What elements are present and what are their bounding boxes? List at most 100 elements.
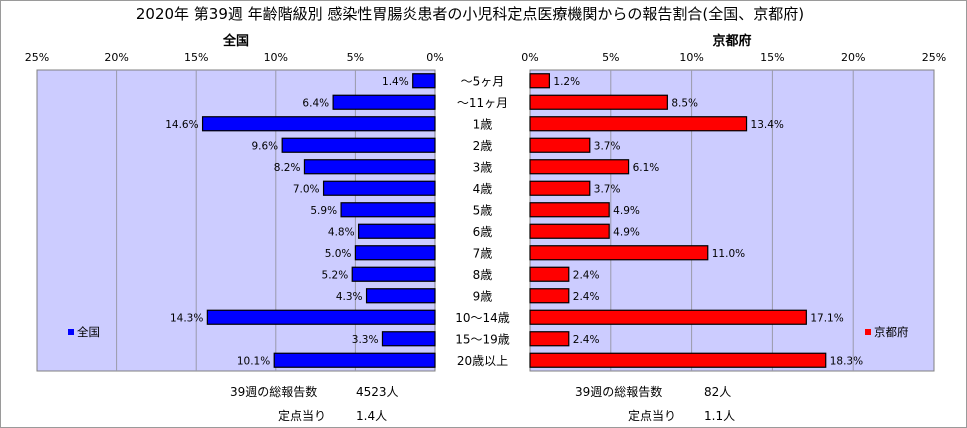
kyoto-legend-label: 京都府 xyxy=(874,325,909,339)
kyoto-bar xyxy=(529,94,668,110)
national-data-label: 14.6% xyxy=(165,119,198,131)
category-label: 6歳 xyxy=(473,225,493,239)
kyoto-bar xyxy=(529,352,827,368)
category-label: 1歳 xyxy=(473,117,493,131)
category-label: 10～14歳 xyxy=(455,311,510,325)
kyoto-data-label: 2.4% xyxy=(573,334,600,346)
national-bar xyxy=(412,73,436,89)
kyoto-data-label: 2.4% xyxy=(573,291,600,303)
national-data-label: 9.6% xyxy=(251,140,278,152)
kyoto-data-label: 13.4% xyxy=(751,119,784,131)
kyoto-data-label: 1.2% xyxy=(553,76,580,88)
national-tick-label: 0% xyxy=(426,51,443,64)
kyoto-bar xyxy=(529,331,570,347)
kyoto-data-label: 3.7% xyxy=(594,140,621,152)
kyoto-tick-label: 25% xyxy=(922,51,946,64)
national-data-label: 5.9% xyxy=(310,205,337,217)
kyoto-per-label: 定点当り xyxy=(628,409,677,423)
national-data-label: 6.4% xyxy=(302,97,329,109)
kyoto-data-label: 18.3% xyxy=(830,355,863,367)
kyoto-data-label: 4.9% xyxy=(613,205,640,217)
national-bar xyxy=(281,137,436,153)
national-bar xyxy=(273,352,436,368)
kyoto-data-label: 11.0% xyxy=(712,248,745,260)
national-bar xyxy=(357,223,436,239)
national-legend-swatch xyxy=(68,329,74,335)
kyoto-bar xyxy=(529,180,591,196)
national-bar xyxy=(322,180,436,196)
national-data-label: 7.0% xyxy=(293,183,320,195)
kyoto-total-value: 82人 xyxy=(704,385,732,399)
national-total-value: 4523人 xyxy=(356,385,399,399)
category-label: 2歳 xyxy=(473,139,493,153)
kyoto-tick-label: 10% xyxy=(679,51,703,64)
national-data-label: 10.1% xyxy=(237,355,270,367)
kyoto-bar xyxy=(529,266,570,282)
category-label: 9歳 xyxy=(473,289,493,303)
kyoto-data-label: 6.1% xyxy=(633,162,660,174)
national-data-label: 14.3% xyxy=(170,312,203,324)
national-legend: 全国 xyxy=(68,324,100,340)
kyoto-tick-label: 20% xyxy=(841,51,865,64)
national-legend-label: 全国 xyxy=(77,325,100,339)
national-bar xyxy=(206,309,436,325)
kyoto-data-label: 3.7% xyxy=(594,183,621,195)
national-bar xyxy=(381,331,436,347)
category-label: 3歳 xyxy=(473,160,493,174)
kyoto-bar xyxy=(529,137,591,153)
kyoto-tick-label: 5% xyxy=(602,51,619,64)
national-bar xyxy=(332,94,436,110)
kyoto-legend-swatch xyxy=(865,329,871,335)
national-tick-label: 25% xyxy=(25,51,49,64)
national-panel-title: 全国 xyxy=(222,34,249,49)
national-tick-label: 15% xyxy=(184,51,208,64)
national-data-label: 3.3% xyxy=(352,334,379,346)
chart-title: 2020年 第39週 年齢階級別 感染性胃腸炎患者の小児科定点医療機関からの報告… xyxy=(135,5,805,23)
category-label: 20歳以上 xyxy=(457,354,508,368)
kyoto-bar xyxy=(529,288,570,304)
kyoto-bar xyxy=(529,202,610,218)
category-label: 5歳 xyxy=(473,203,493,217)
national-bar xyxy=(201,116,436,132)
kyoto-bar xyxy=(529,245,709,261)
kyoto-bar xyxy=(529,309,807,325)
kyoto-tick-label: 15% xyxy=(760,51,784,64)
national-bar xyxy=(365,288,436,304)
national-data-label: 5.0% xyxy=(325,248,352,260)
kyoto-data-label: 8.5% xyxy=(671,97,698,109)
kyoto-bar xyxy=(529,116,748,132)
kyoto-data-label: 17.1% xyxy=(810,312,843,324)
kyoto-data-label: 4.9% xyxy=(613,226,640,238)
national-data-label: 4.3% xyxy=(336,291,363,303)
kyoto-total-label: 39週の総報告数 xyxy=(575,385,663,399)
kyoto-bar xyxy=(529,159,630,175)
national-data-label: 5.2% xyxy=(322,269,349,281)
national-tick-label: 20% xyxy=(104,51,128,64)
national-bar xyxy=(354,245,436,261)
category-label: 8歳 xyxy=(473,268,493,282)
kyoto-per-value: 1.1人 xyxy=(704,409,736,423)
category-label: 7歳 xyxy=(473,246,493,260)
national-data-label: 4.8% xyxy=(328,226,355,238)
category-label: ～11ヶ月 xyxy=(457,96,508,110)
national-per-label: 定点当り xyxy=(278,409,327,423)
kyoto-bar xyxy=(529,223,610,239)
category-label: 15～19歳 xyxy=(455,332,510,346)
kyoto-legend: 京都府 xyxy=(865,324,909,340)
kyoto-panel-title: 京都府 xyxy=(712,34,752,49)
kyoto-bar xyxy=(529,73,550,89)
national-total-label: 39週の総報告数 xyxy=(230,385,318,399)
national-bar xyxy=(351,266,436,282)
national-bar xyxy=(303,159,436,175)
national-bar xyxy=(340,202,436,218)
national-tick-label: 5% xyxy=(347,51,364,64)
category-label: 4歳 xyxy=(473,182,493,196)
category-label: ～5ヶ月 xyxy=(461,74,505,88)
national-tick-label: 10% xyxy=(264,51,288,64)
kyoto-data-label: 2.4% xyxy=(573,269,600,281)
kyoto-tick-label: 0% xyxy=(521,51,538,64)
national-per-value: 1.4人 xyxy=(356,409,388,423)
national-data-label: 8.2% xyxy=(274,162,301,174)
national-data-label: 1.4% xyxy=(382,76,409,88)
